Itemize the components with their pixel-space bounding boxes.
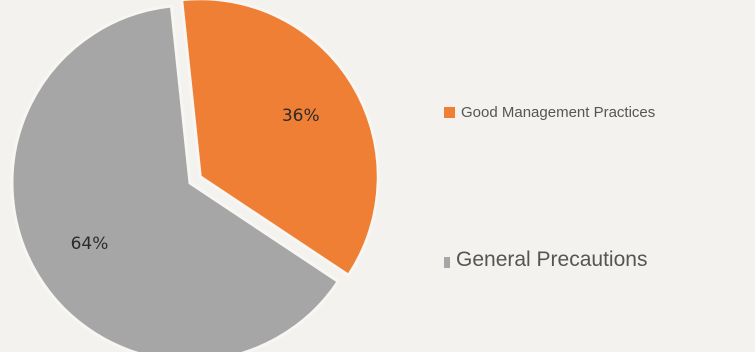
pie-slice-general-precautions bbox=[10, 4, 341, 352]
slice-label-good-management-practices: 36% bbox=[282, 106, 320, 126]
legend-label-good-management-practices: Good Management Practices bbox=[461, 104, 656, 121]
pie-slice-good-management-practices bbox=[180, 0, 380, 278]
legend-swatch-good-management-practices bbox=[444, 107, 455, 118]
legend-label-general-precautions: General Precautions bbox=[456, 248, 648, 271]
slice-label-general-precautions: 64% bbox=[71, 234, 109, 254]
pie-plot-area: 36% 64% bbox=[10, 0, 380, 352]
legend-item-general-precautions: General Precautions bbox=[444, 248, 647, 272]
legend-item-good-management-practices: Good Management Practices bbox=[444, 104, 655, 121]
legend-swatch-general-precautions bbox=[444, 257, 450, 268]
